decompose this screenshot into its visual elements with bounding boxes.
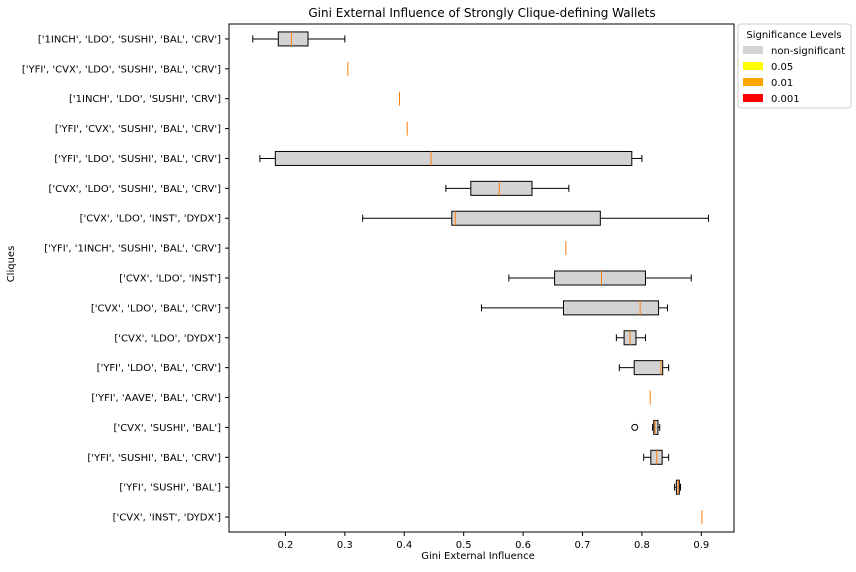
x-tick-label: 0.3 bbox=[337, 540, 353, 551]
box-group: ['YFI', 'SUSHI', 'BAL', 'CRV'] bbox=[87, 449, 670, 465]
y-tick-label: ['CVX', 'SUSHI', 'BAL'] bbox=[114, 423, 222, 434]
box-group: ['1INCH', 'LDO', 'SUSHI', 'BAL', 'CRV'] bbox=[38, 31, 346, 47]
box-group: ['YFI', 'CVX', 'LDO', 'SUSHI', 'BAL', 'C… bbox=[22, 61, 349, 76]
y-tick-label: ['CVX', 'LDO', 'BAL', 'CRV'] bbox=[91, 303, 221, 314]
plot-area: 0.2 0.3 0.4 0.5 0.6 0.7 0.8 0.9 ['1INCH', 'LDO',… bbox=[22, 31, 709, 551]
legend-swatch bbox=[743, 62, 763, 70]
y-tick-label: ['YFI', 'CVX', 'SUSHI', 'BAL', 'CRV'] bbox=[55, 124, 221, 135]
box bbox=[274, 150, 633, 166]
box-group: ['YFI', 'LDO', 'SUSHI', 'BAL', 'CRV'] bbox=[54, 150, 643, 166]
box-group: ['YFI', '1INCH', 'SUSHI', 'BAL', 'CRV'] bbox=[44, 241, 567, 256]
box-group: ['YFI', 'SUSHI', 'BAL'] bbox=[119, 479, 682, 495]
y-axis-label: Cliques bbox=[6, 246, 17, 283]
box bbox=[562, 300, 660, 316]
legend-swatch bbox=[743, 46, 763, 54]
y-tick-label: ['YFI', 'LDO', 'BAL', 'CRV'] bbox=[97, 363, 221, 374]
y-tick-label: ['CVX', 'INST', 'DYDX'] bbox=[113, 513, 221, 524]
box bbox=[554, 270, 646, 286]
box-group: ['CVX', 'INST', 'DYDX'] bbox=[113, 510, 703, 525]
box-group: ['CVX', 'LDO', 'DYDX'] bbox=[114, 330, 646, 346]
legend-label: 0.05 bbox=[771, 62, 793, 73]
x-tick-label: 0.2 bbox=[277, 540, 293, 551]
legend-title: Significance Levels bbox=[746, 30, 841, 41]
box bbox=[470, 180, 533, 196]
box-group: ['CVX', 'LDO', 'BAL', 'CRV'] bbox=[91, 300, 668, 316]
x-tick-label: 0.9 bbox=[693, 540, 709, 551]
box-group: ['CVX', 'SUSHI', 'BAL'] bbox=[114, 419, 661, 435]
y-tick-label: ['1INCH', 'LDO', 'SUSHI', 'BAL', 'CRV'] bbox=[38, 34, 221, 45]
chart-title: Gini External Influence of Strongly Cliq… bbox=[308, 6, 655, 20]
box-group: ['CVX', 'LDO', 'SUSHI', 'BAL', 'CRV'] bbox=[48, 180, 570, 196]
box-group: ['CVX', 'LDO', 'INST'] bbox=[119, 270, 692, 286]
plot-frame bbox=[228, 23, 735, 533]
y-tick-label: ['CVX', 'LDO', 'INST'] bbox=[119, 274, 221, 285]
x-tick-label: 0.6 bbox=[515, 540, 531, 551]
y-tick-label: ['CVX', 'LDO', 'DYDX'] bbox=[114, 333, 221, 344]
legend-label: 0.001 bbox=[771, 94, 800, 105]
box bbox=[277, 31, 309, 47]
box-group: ['CVX', 'LDO', 'INST', 'DYDX'] bbox=[80, 210, 709, 226]
legend-entries: non-significant 0.05 0.01 0.001 bbox=[743, 46, 845, 105]
x-tick-label: 0.5 bbox=[456, 540, 472, 551]
x-tick-label: 0.7 bbox=[575, 540, 591, 551]
legend-label: non-significant bbox=[771, 46, 845, 57]
box-group: ['YFI', 'CVX', 'SUSHI', 'BAL', 'CRV'] bbox=[55, 121, 408, 136]
y-tick-label: ['CVX', 'LDO', 'INST', 'DYDX'] bbox=[80, 214, 221, 225]
y-tick-label: ['YFI', 'SUSHI', 'BAL', 'CRV'] bbox=[87, 453, 221, 464]
y-tick-label: ['YFI', 'LDO', 'SUSHI', 'BAL', 'CRV'] bbox=[54, 154, 221, 165]
y-tick-label: ['YFI', 'CVX', 'LDO', 'SUSHI', 'BAL', 'C… bbox=[22, 64, 221, 75]
box bbox=[451, 210, 601, 226]
legend-swatch bbox=[743, 78, 763, 86]
y-tick-label: ['CVX', 'LDO', 'SUSHI', 'BAL', 'CRV'] bbox=[48, 184, 221, 195]
box-group: ['1INCH', 'LDO', 'SUSHI', 'CRV'] bbox=[69, 91, 401, 106]
legend: Significance Levels non-significant 0.05 0… bbox=[737, 23, 852, 109]
x-tick-label: 0.8 bbox=[634, 540, 650, 551]
y-tick-label: ['YFI', '1INCH', 'SUSHI', 'BAL', 'CRV'] bbox=[44, 244, 221, 255]
box bbox=[633, 360, 664, 376]
x-axis-label: Gini External Influence bbox=[421, 551, 535, 562]
legend-swatch bbox=[743, 94, 763, 102]
box-group: ['YFI', 'AAVE', 'BAL', 'CRV'] bbox=[91, 390, 651, 405]
y-tick-label: ['YFI', 'AAVE', 'BAL', 'CRV'] bbox=[91, 393, 221, 404]
y-tick-label: ['YFI', 'SUSHI', 'BAL'] bbox=[119, 483, 221, 494]
y-tick-label: ['1INCH', 'LDO', 'SUSHI', 'CRV'] bbox=[69, 94, 221, 105]
x-tick-label: 0.4 bbox=[396, 540, 412, 551]
box-group: ['YFI', 'LDO', 'BAL', 'CRV'] bbox=[97, 360, 670, 376]
legend-box bbox=[737, 23, 852, 109]
legend-label: 0.01 bbox=[771, 78, 793, 89]
box bbox=[653, 419, 659, 435]
outlier-point bbox=[631, 423, 639, 431]
